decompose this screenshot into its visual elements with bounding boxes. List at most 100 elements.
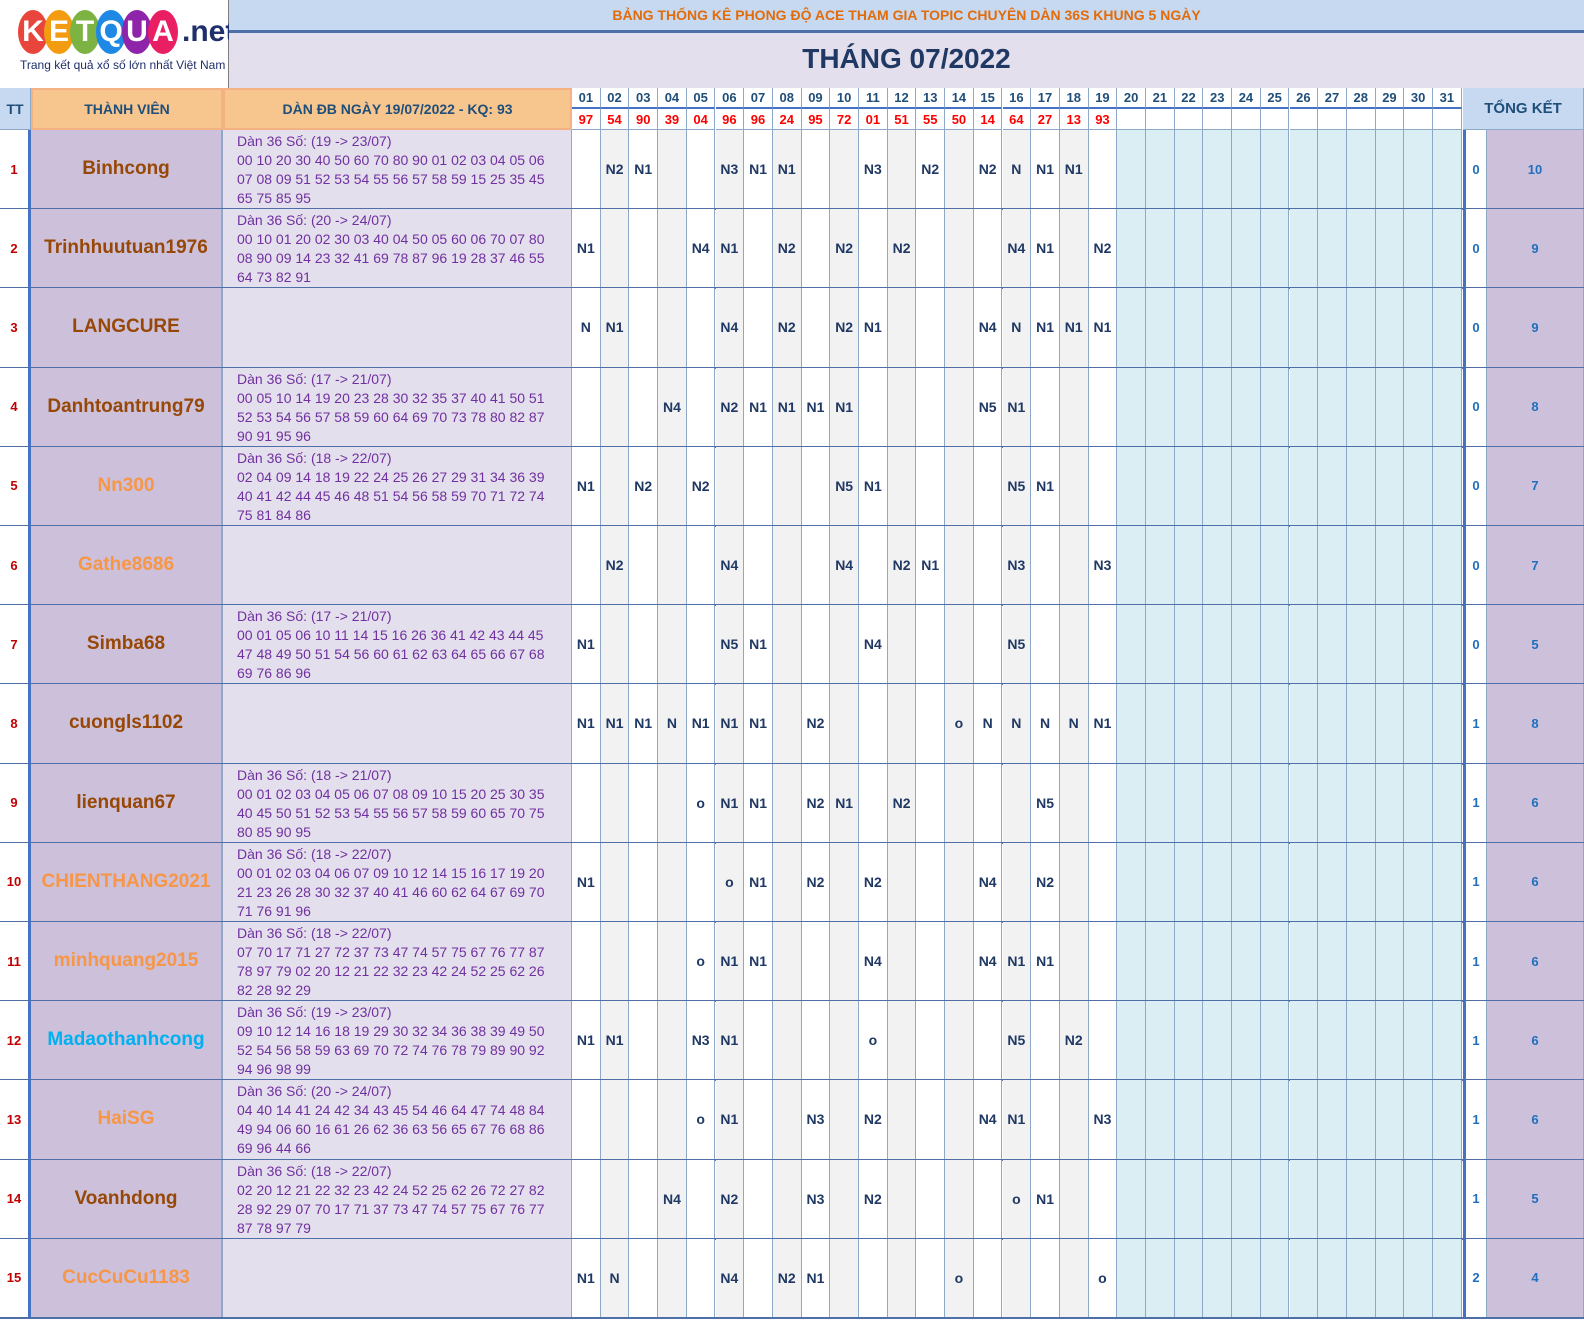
day-mark: N2 <box>830 209 859 289</box>
day-mark <box>1289 209 1319 289</box>
day-mark: N2 <box>801 763 831 843</box>
day-mark <box>1433 209 1462 289</box>
day-mark <box>1031 1238 1060 1318</box>
day-mark: N3 <box>1002 526 1032 606</box>
day-mark: N2 <box>715 1159 745 1239</box>
day-mark: o <box>686 763 716 843</box>
day-mark: N5 <box>1002 446 1032 526</box>
day-mark <box>686 1159 716 1239</box>
day-mark <box>715 446 745 526</box>
day-mark <box>1232 763 1261 843</box>
row-number: 15 <box>0 1238 31 1318</box>
day-mark <box>1433 288 1462 368</box>
day-mark: N1 <box>686 684 716 764</box>
day-mark: N1 <box>830 367 859 447</box>
total-misses: 0 <box>1463 446 1487 526</box>
day-mark <box>1203 1001 1233 1081</box>
dan-numbers-line: 07 70 17 71 27 72 37 73 47 74 57 75 67 7… <box>237 944 545 960</box>
dan-numbers-line: 00 01 02 03 04 05 06 07 08 09 10 15 20 2… <box>237 785 545 802</box>
day-mark: N1 <box>572 1001 601 1081</box>
day-mark <box>973 1001 1003 1081</box>
day-mark <box>1232 526 1261 606</box>
day-mark <box>1318 446 1347 526</box>
day-mark: N4 <box>859 922 888 1002</box>
dan-numbers-line: 65 75 85 95 <box>237 190 311 206</box>
day-mark <box>1289 922 1319 1002</box>
day-mark <box>658 209 687 289</box>
day-mark <box>1404 526 1433 606</box>
day-mark <box>1174 526 1204 606</box>
day-mark: N2 <box>830 288 859 368</box>
row-number: 13 <box>0 1080 31 1160</box>
dan-title: Dàn 36 Số: (17 -> 21/07) <box>237 608 392 625</box>
day-mark <box>1289 288 1319 368</box>
day-mark <box>1146 526 1175 606</box>
day-mark <box>830 842 859 922</box>
day-mark <box>658 526 687 606</box>
day-mark <box>658 130 687 210</box>
row-number: 7 <box>0 605 31 685</box>
total-hits: 8 <box>1487 367 1584 447</box>
logo[interactable]: K E T Q U A .net Trang kết quả xổ số lớn nhất … <box>0 0 235 89</box>
day-mark <box>744 1238 773 1318</box>
day-mark: N1 <box>572 446 601 526</box>
day-mark <box>1117 526 1146 606</box>
day-mark <box>973 763 1003 843</box>
dan-numbers-line: 94 96 98 99 <box>237 1061 311 1078</box>
day-number: 06 <box>715 88 745 109</box>
day-mark <box>629 922 659 1002</box>
dan-numbers-line: 08 90 09 14 23 32 41 69 78 87 96 19 28 3… <box>237 250 545 267</box>
day-mark <box>1031 526 1060 606</box>
day-mark <box>945 763 974 843</box>
day-mark <box>1318 1080 1347 1160</box>
day-mark <box>658 763 687 843</box>
day-mark <box>572 130 601 210</box>
day-mark <box>686 367 716 447</box>
day-mark <box>1174 367 1204 447</box>
day-mark <box>658 922 687 1002</box>
day-result: 01 <box>859 109 888 130</box>
day-mark <box>1433 763 1462 843</box>
member-name: HaiSG <box>31 1080 223 1160</box>
day-mark: N4 <box>830 526 859 606</box>
month-title: THÁNG 07/2022 <box>802 43 1011 74</box>
day-mark: N1 <box>916 526 946 606</box>
day-mark: N1 <box>1059 288 1089 368</box>
member-dan: Dàn 36 Số: (18 -> 22/07) 02 20 12 21 22 3… <box>223 1159 572 1239</box>
day-mark <box>1375 763 1405 843</box>
month-bar: THÁNG 07/2022 <box>229 33 1584 88</box>
total-misses: 1 <box>1463 842 1487 922</box>
day-number: 28 <box>1346 88 1376 109</box>
day-mark <box>1203 763 1233 843</box>
day-mark <box>1146 1238 1175 1318</box>
day-mark <box>1203 209 1233 289</box>
dan-numbers-line: 28 92 29 07 70 17 71 37 73 47 74 57 75 6… <box>237 1200 545 1217</box>
day-number: 31 <box>1433 88 1462 109</box>
dan-numbers-line: 47 48 49 50 51 54 56 60 61 62 63 64 65 6… <box>237 646 545 663</box>
day-mark <box>887 684 917 764</box>
dan-numbers-line: 75 81 84 86 <box>237 506 311 523</box>
day-mark <box>916 288 946 368</box>
total-header: TỔNG KẾT <box>1463 88 1584 130</box>
day-mark: N1 <box>572 684 601 764</box>
day-mark: N2 <box>1088 209 1118 289</box>
total-misses: 1 <box>1463 684 1487 764</box>
day-mark <box>887 1159 917 1239</box>
day-mark <box>1059 922 1089 1002</box>
row-number: 11 <box>0 922 31 1002</box>
total-hits: 9 <box>1487 288 1584 368</box>
day-mark: N1 <box>600 1001 630 1081</box>
logo-letter: T <box>70 10 100 54</box>
day-mark: N3 <box>859 130 888 210</box>
day-mark <box>1375 446 1405 526</box>
day-mark <box>859 763 888 843</box>
day-result: 93 <box>1088 109 1118 130</box>
day-mark <box>1375 130 1405 210</box>
day-mark <box>1002 763 1032 843</box>
member-dan: Dàn 36 Số: (20 -> 24/07) 00 10 01 20 02 3… <box>223 209 572 289</box>
day-mark: N2 <box>887 209 917 289</box>
day-mark <box>1059 1238 1089 1318</box>
dan-numbers-line: 52 54 56 58 59 63 69 70 72 74 76 78 79 8… <box>237 1042 545 1059</box>
day-mark: N2 <box>686 446 716 526</box>
day-mark <box>1375 1238 1405 1318</box>
